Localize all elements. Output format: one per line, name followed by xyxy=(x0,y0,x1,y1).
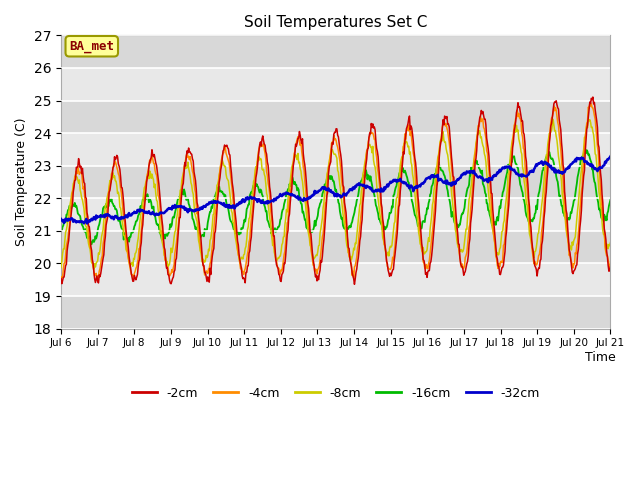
Bar xyxy=(61,264,611,296)
Bar xyxy=(61,198,611,231)
Bar xyxy=(61,296,611,329)
Y-axis label: Soil Temperature (C): Soil Temperature (C) xyxy=(15,118,28,246)
X-axis label: Time: Time xyxy=(585,350,616,364)
Title: Soil Temperatures Set C: Soil Temperatures Set C xyxy=(244,15,428,30)
Text: BA_met: BA_met xyxy=(69,40,115,53)
Bar xyxy=(61,231,611,264)
Bar xyxy=(61,68,611,100)
Bar xyxy=(61,36,611,68)
Bar xyxy=(61,100,611,133)
Bar xyxy=(61,133,611,166)
Legend: -2cm, -4cm, -8cm, -16cm, -32cm: -2cm, -4cm, -8cm, -16cm, -32cm xyxy=(127,382,545,405)
Bar xyxy=(61,166,611,198)
